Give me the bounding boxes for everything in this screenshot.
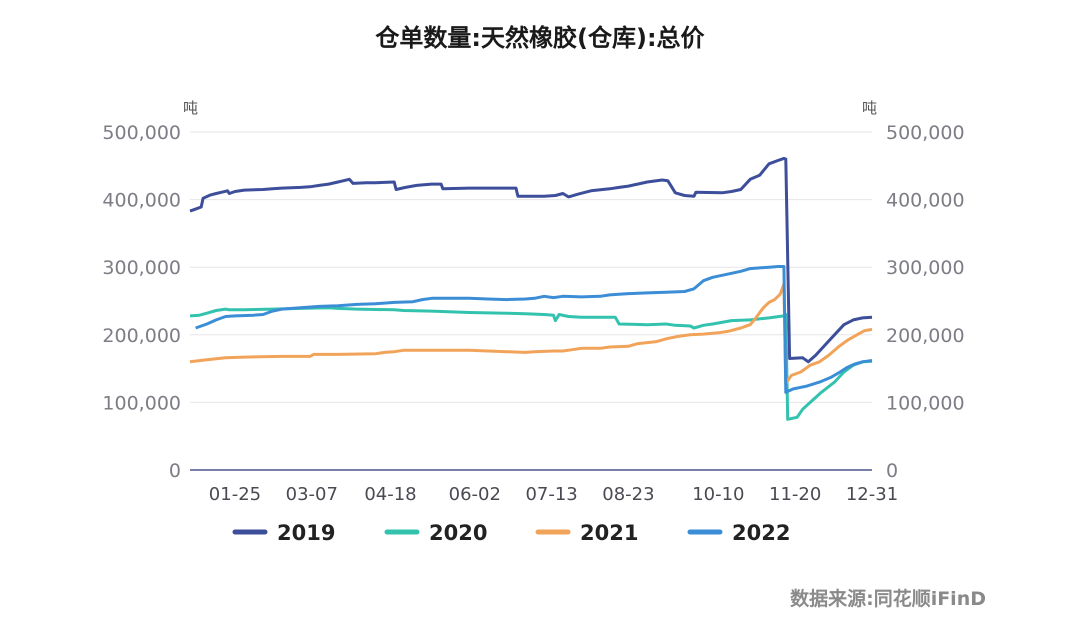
legend: 2019 2020 2021 2022 xyxy=(232,521,790,545)
x-tick-label: 07-13 xyxy=(525,484,577,505)
y-tick-label-left: 500,000 xyxy=(102,122,181,144)
x-tick-label: 04-18 xyxy=(364,484,416,505)
y-tick-label-left: 200,000 xyxy=(102,325,181,347)
series-line-2022 xyxy=(195,265,873,394)
y-tick-label-right: 400,000 xyxy=(886,190,965,212)
left-y-axis: 0 100,000 200,000 300,000 400,000 500,000 xyxy=(102,122,181,482)
legend-item-2020: 2020 xyxy=(384,521,487,545)
x-tick-label: 11-20 xyxy=(769,484,821,505)
chart-title: 仓单数量:天然橡胶(仓库):总价 xyxy=(374,24,705,52)
x-tick-label: 08-23 xyxy=(602,484,654,505)
x-tick-label: 12-31 xyxy=(846,484,898,505)
legend-label: 2019 xyxy=(277,521,335,545)
y-tick-label-left: 300,000 xyxy=(102,257,181,279)
right-axis-unit: 吨 xyxy=(862,99,877,117)
gridlines xyxy=(190,131,872,403)
x-tick-label: 06-02 xyxy=(449,484,501,505)
y-tick-label-right: 300,000 xyxy=(886,257,965,279)
right-y-axis: 0 100,000 200,000 300,000 400,000 500,000 xyxy=(886,122,965,482)
series-lines xyxy=(189,156,873,421)
legend-label: 2021 xyxy=(580,521,638,545)
left-axis-unit: 吨 xyxy=(183,99,198,117)
legend-item-2021: 2021 xyxy=(535,521,638,545)
y-tick-label-right: 100,000 xyxy=(886,392,965,414)
y-tick-label-left: 100,000 xyxy=(102,392,181,414)
legend-item-2022: 2022 xyxy=(687,521,790,545)
y-tick-label-right: 500,000 xyxy=(886,122,965,144)
y-tick-label-right: 200,000 xyxy=(886,325,965,347)
legend-item-2019: 2019 xyxy=(232,521,335,545)
x-tick-label: 03-07 xyxy=(286,484,338,505)
source-note: 数据来源:同花顺iFinD xyxy=(790,587,986,610)
y-tick-label-right: 0 xyxy=(886,460,898,482)
x-tick-label: 01-25 xyxy=(209,484,261,505)
x-tick-label: 10-10 xyxy=(692,484,744,505)
y-tick-label-left: 400,000 xyxy=(102,190,181,212)
legend-label: 2022 xyxy=(732,521,790,545)
series-line-2021 xyxy=(189,282,873,385)
x-axis: 01-25 03-07 04-18 06-02 07-13 08-23 10-10 11-20… xyxy=(190,469,898,505)
legend-label: 2020 xyxy=(429,521,487,545)
series-line-2019 xyxy=(189,156,873,364)
y-tick-label-left: 0 xyxy=(169,460,181,482)
